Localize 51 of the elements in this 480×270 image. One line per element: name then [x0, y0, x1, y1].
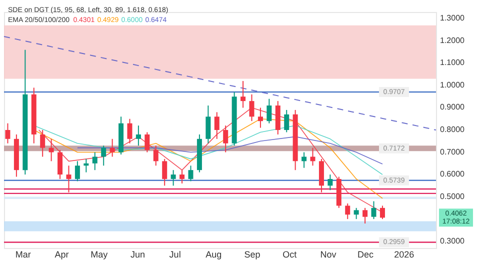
candlestick — [345, 202, 350, 220]
candlestick — [302, 152, 307, 168]
candlestick — [153, 145, 158, 166]
candlestick — [223, 125, 228, 153]
candlestick — [188, 165, 194, 182]
y-tick-label: 0.3000 — [440, 236, 466, 246]
y-tick-label: 0.5000 — [440, 192, 466, 201]
candlestick — [284, 109, 290, 133]
candlestick — [328, 174, 333, 191]
x-tick-label: Apr — [54, 250, 69, 260]
x-tick-label: Jun — [130, 250, 145, 260]
x-tick-label: Mar — [15, 250, 31, 260]
candlestick — [310, 147, 316, 166]
x-tick-label: Jul — [169, 250, 181, 260]
candlestick — [362, 207, 368, 224]
x-tick-label: Oct — [282, 250, 298, 260]
x-tick-label: Dec — [358, 250, 374, 260]
y-tick-label: 0.6000 — [440, 170, 466, 179]
x-tick-label: Nov — [320, 250, 337, 260]
x-tick-label: Sep — [244, 250, 260, 260]
candlestick — [5, 122, 10, 144]
candlestick — [144, 132, 150, 153]
candlestick — [58, 150, 63, 180]
y-tick-label: 0.8000 — [440, 125, 466, 134]
candlestick — [74, 160, 80, 182]
candlestick — [354, 207, 359, 220]
candlestick — [110, 138, 115, 158]
candlestick — [48, 138, 54, 162]
candlestick — [266, 98, 272, 124]
y-tick-label: 1.0000 — [440, 80, 466, 90]
line-series — [77, 136, 383, 164]
candlestick — [371, 200, 376, 220]
y-tick-label: 0.9000 — [440, 102, 466, 112]
y-tick-label: 1.2000 — [440, 36, 466, 45]
y-tick-label: 1.3000 — [440, 14, 466, 23]
x-tick-label: May — [90, 250, 108, 260]
candlestick — [136, 125, 141, 146]
x-tick-label: 2026 — [394, 250, 414, 260]
candlestick — [206, 105, 211, 144]
candlestick — [240, 80, 246, 108]
candlestick — [170, 170, 176, 186]
candlestick — [162, 158, 168, 186]
candlestick — [66, 165, 72, 193]
candlestick — [92, 152, 98, 171]
candlestick — [180, 170, 185, 184]
candlestick — [214, 112, 220, 140]
candlestick — [101, 145, 106, 166]
y-tick-label: 0.7000 — [440, 147, 466, 156]
x-tick-label: Aug — [206, 250, 222, 260]
candlestick — [127, 118, 132, 144]
y-tick-label: 1.1000 — [440, 58, 466, 68]
